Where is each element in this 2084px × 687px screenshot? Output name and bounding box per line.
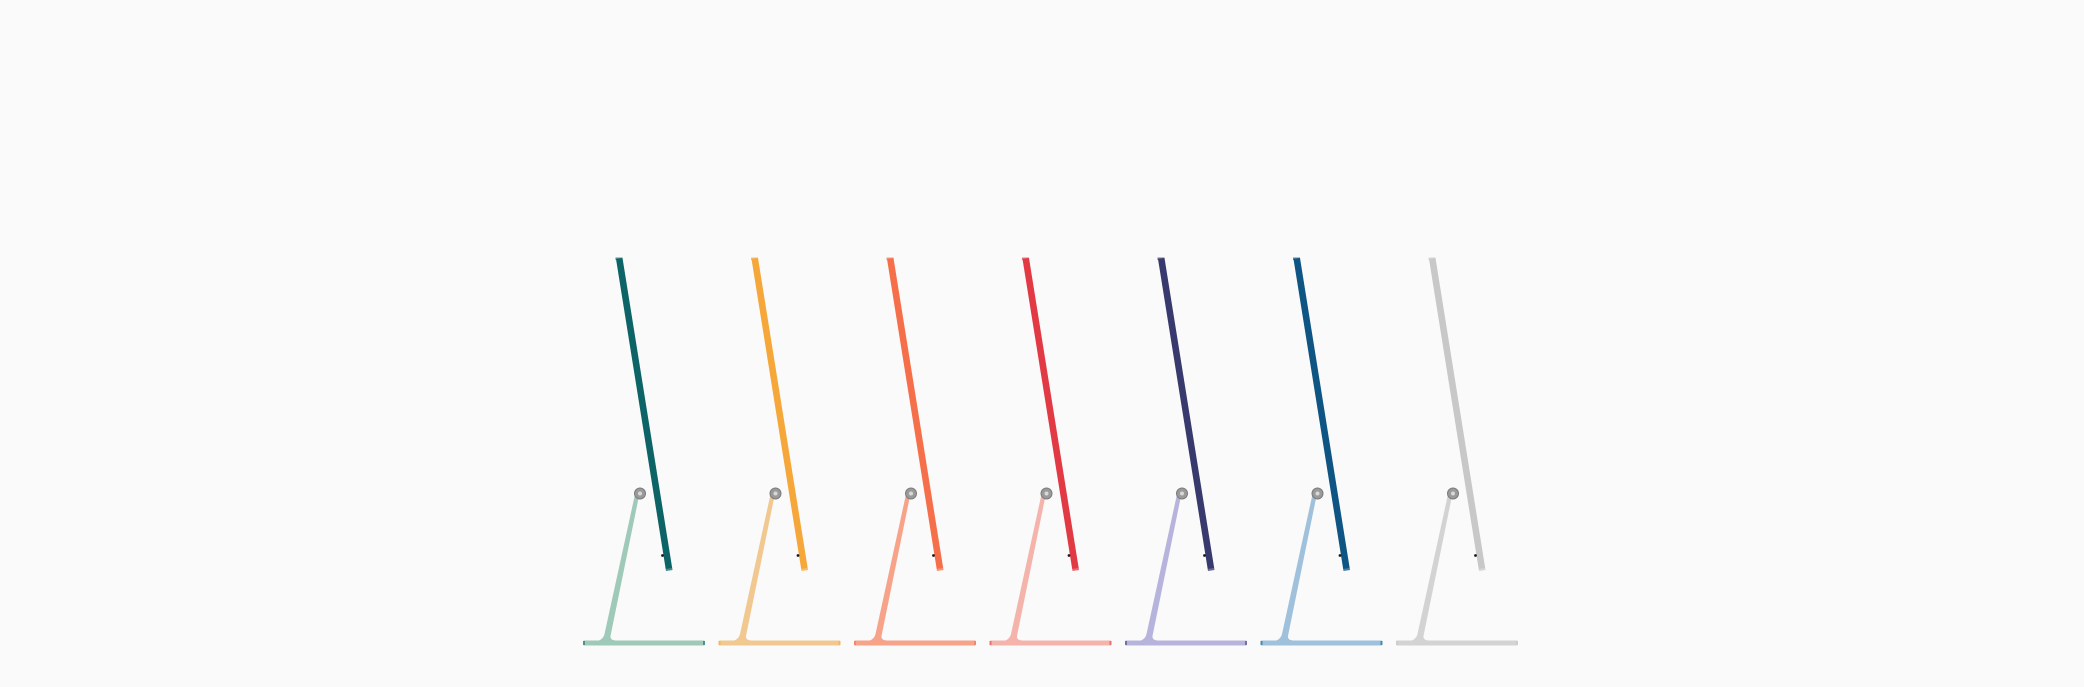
screen-chin bbox=[1478, 568, 1486, 571]
base-cap-left bbox=[989, 641, 992, 645]
stand-leg bbox=[870, 491, 911, 641]
base-cap-right bbox=[1245, 641, 1247, 645]
base-cap-right bbox=[974, 641, 976, 645]
base-cap-right bbox=[703, 641, 705, 645]
stand-leg bbox=[1005, 491, 1047, 641]
hinge-highlight bbox=[638, 491, 642, 496]
imac-yellow bbox=[718, 257, 841, 646]
screen-chin bbox=[1207, 568, 1215, 571]
screen-top-edge bbox=[886, 257, 894, 260]
screen-chin bbox=[665, 568, 673, 571]
imac-blue bbox=[1260, 257, 1383, 646]
screen-panel bbox=[887, 258, 944, 571]
stand-leg bbox=[1141, 491, 1182, 641]
screen-top-edge bbox=[1428, 257, 1436, 260]
base-cap-right bbox=[1380, 641, 1383, 645]
base-cap-right bbox=[1516, 641, 1518, 645]
screen-top-edge bbox=[615, 257, 623, 260]
hinge-highlight bbox=[773, 491, 778, 496]
port-dot bbox=[1067, 554, 1071, 557]
hinge-highlight bbox=[1180, 491, 1184, 496]
stand-leg bbox=[1412, 491, 1453, 641]
stand-base bbox=[718, 640, 841, 646]
hinge-highlight bbox=[909, 491, 913, 496]
port-dot bbox=[932, 554, 935, 557]
screen-panel bbox=[1022, 258, 1079, 571]
screen-panel bbox=[1429, 258, 1486, 571]
screen-top-edge bbox=[1022, 257, 1029, 260]
port-dot bbox=[661, 554, 664, 557]
stand-base bbox=[583, 640, 705, 646]
base-cap-right bbox=[1109, 641, 1112, 645]
stand-leg bbox=[734, 491, 776, 641]
imac-orange bbox=[854, 257, 976, 646]
base-cap-left bbox=[1396, 641, 1398, 645]
imac-silver bbox=[1396, 257, 1518, 646]
screen-panel bbox=[751, 258, 808, 571]
stand-base bbox=[1125, 640, 1247, 646]
screen-chin bbox=[1072, 568, 1079, 571]
base-cap-left bbox=[718, 641, 721, 645]
hinge-highlight bbox=[1315, 491, 1320, 496]
port-dot bbox=[1203, 554, 1206, 557]
screen-chin bbox=[801, 568, 808, 571]
port-dot bbox=[796, 554, 800, 557]
base-cap-left bbox=[583, 641, 585, 645]
base-cap-left bbox=[1260, 641, 1263, 645]
base-cap-left bbox=[1125, 641, 1127, 645]
screen-panel bbox=[1293, 258, 1350, 571]
screen-top-edge bbox=[1157, 257, 1165, 260]
screen-top-edge bbox=[751, 257, 758, 260]
stand-leg bbox=[599, 491, 640, 641]
stand-base bbox=[854, 640, 976, 646]
hinge-highlight bbox=[1044, 491, 1049, 496]
imac-pink bbox=[989, 257, 1112, 646]
hinge-highlight bbox=[1451, 491, 1455, 496]
screen-panel bbox=[1158, 258, 1215, 571]
base-cap-right bbox=[838, 641, 841, 645]
screen-chin bbox=[936, 568, 944, 571]
stand-base bbox=[1260, 640, 1383, 646]
screen-top-edge bbox=[1293, 257, 1300, 260]
stand-base bbox=[989, 640, 1112, 646]
stand-base bbox=[1396, 640, 1518, 646]
imac-purple bbox=[1125, 257, 1247, 646]
screen-chin bbox=[1343, 568, 1350, 571]
imac-green bbox=[583, 257, 705, 646]
port-dot bbox=[1338, 554, 1342, 557]
base-cap-left bbox=[854, 641, 856, 645]
screen-panel bbox=[616, 258, 673, 571]
stand-leg bbox=[1276, 491, 1318, 641]
port-dot bbox=[1474, 554, 1477, 557]
